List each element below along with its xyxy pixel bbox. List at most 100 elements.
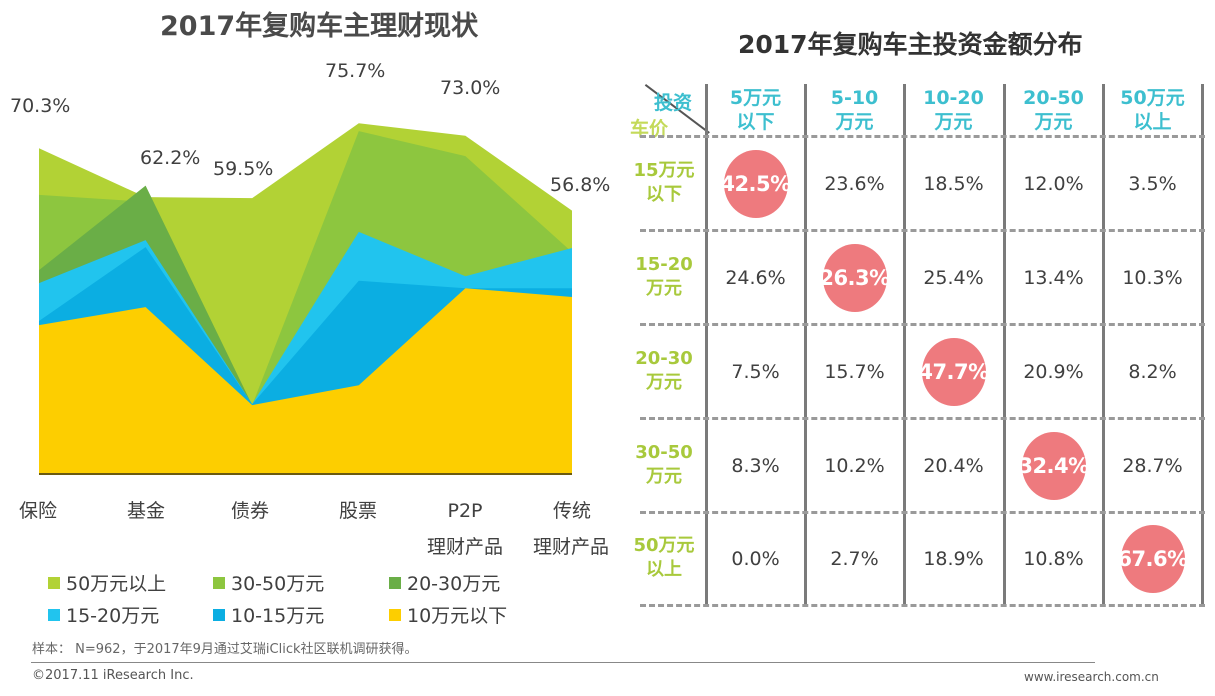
table-cell: 24.6% bbox=[706, 231, 805, 325]
column-divider bbox=[903, 84, 906, 606]
right-table-title: 2017年复购车主投资金额分布 bbox=[738, 30, 1083, 59]
cell-value: 42.5% bbox=[720, 172, 791, 196]
legend-swatch bbox=[389, 608, 401, 621]
cell-value: 10.3% bbox=[1122, 267, 1183, 289]
legend-swatch bbox=[48, 608, 60, 621]
highlight-circle: 32.4% bbox=[1018, 432, 1089, 500]
table-cell: 20.4% bbox=[904, 419, 1003, 513]
copyright: ©2017.11 iResearch Inc. bbox=[32, 668, 194, 683]
cell-value: 10.2% bbox=[824, 455, 885, 477]
left-chart-title: 2017年复购车主理财现状 bbox=[160, 11, 479, 42]
cell-value: 47.7% bbox=[918, 360, 989, 384]
table-cell-highlighted: 67.6% bbox=[1103, 512, 1202, 606]
cell-value: 0.0% bbox=[731, 548, 780, 570]
table-cell: 23.6% bbox=[805, 137, 904, 231]
legend-item: 50万元以上 bbox=[48, 569, 166, 596]
row-header: 15万元 以下 bbox=[622, 159, 706, 207]
row-divider bbox=[640, 135, 1205, 138]
column-header: 10-20 万元 bbox=[904, 86, 1003, 134]
legend-label: 30-50万元 bbox=[231, 573, 325, 595]
legend-swatch bbox=[48, 576, 60, 589]
footer-divider bbox=[31, 662, 1095, 663]
x-tick-label: 债券 bbox=[231, 500, 269, 522]
website: www.iresearch.com.cn bbox=[1024, 670, 1159, 684]
legend-label: 20-30万元 bbox=[407, 573, 501, 595]
cell-value: 18.9% bbox=[923, 548, 984, 570]
cell-value: 24.6% bbox=[725, 267, 786, 289]
table-cell: 2.7% bbox=[805, 512, 904, 606]
cell-value: 8.3% bbox=[731, 455, 780, 477]
row-header-line2: 万元 bbox=[646, 278, 682, 299]
row-divider bbox=[640, 323, 1205, 326]
cell-value: 18.5% bbox=[923, 173, 984, 195]
legend-label: 15-20万元 bbox=[66, 605, 160, 627]
row-header: 30-50 万元 bbox=[622, 441, 706, 489]
table-cell: 13.4% bbox=[1004, 231, 1103, 325]
table-cell: 3.5% bbox=[1103, 137, 1202, 231]
column-divider bbox=[1003, 84, 1006, 606]
column-header-line2: 以上 bbox=[1133, 111, 1172, 133]
legend-item: 10-15万元 bbox=[213, 601, 324, 628]
table-cell-highlighted: 26.3% bbox=[805, 231, 904, 325]
column-divider bbox=[705, 84, 708, 606]
table-cell: 15.7% bbox=[805, 325, 904, 419]
table-cell: 7.5% bbox=[706, 325, 805, 419]
column-divider bbox=[1102, 84, 1105, 606]
legend-item: 20-30万元 bbox=[389, 569, 500, 596]
legend-item: 15-20万元 bbox=[48, 601, 159, 628]
cell-value: 20.4% bbox=[923, 455, 984, 477]
column-header-line1: 5万元 bbox=[729, 87, 782, 109]
legend-swatch bbox=[213, 608, 225, 621]
cell-value: 28.7% bbox=[1122, 455, 1183, 477]
highlight-circle: 67.6% bbox=[1117, 525, 1188, 593]
cell-value: 7.5% bbox=[731, 361, 780, 383]
table-cell-highlighted: 32.4% bbox=[1004, 419, 1103, 513]
highlight-circle: 47.7% bbox=[918, 338, 989, 406]
column-header: 50万元 以上 bbox=[1103, 86, 1202, 134]
table-cell: 8.2% bbox=[1103, 325, 1202, 419]
row-divider bbox=[640, 511, 1205, 514]
row-header-line1: 15-20 bbox=[635, 254, 693, 275]
legend-swatch bbox=[213, 576, 225, 589]
cell-value: 2.7% bbox=[830, 548, 879, 570]
row-divider bbox=[640, 604, 1205, 607]
x-tick-label: 传统 bbox=[553, 500, 591, 522]
peak-value-label: 56.8% bbox=[550, 174, 610, 196]
table-cell: 8.3% bbox=[706, 419, 805, 513]
column-divider bbox=[804, 84, 807, 606]
area-chart: 70.3% 62.2% 59.5% 75.7% 73.0% 56.8% 保险 基金 债券 股票 P2… bbox=[10, 60, 610, 558]
cell-value: 10.8% bbox=[1023, 548, 1084, 570]
legend-swatch bbox=[389, 576, 401, 589]
column-header: 20-50 万元 bbox=[1004, 86, 1103, 134]
row-header-line1: 50万元 bbox=[633, 535, 695, 556]
cell-value: 23.6% bbox=[824, 173, 885, 195]
table-cell: 18.9% bbox=[904, 512, 1003, 606]
table-cell: 0.0% bbox=[706, 512, 805, 606]
table-cell: 10.3% bbox=[1103, 231, 1202, 325]
peak-value-label: 62.2% bbox=[140, 147, 200, 169]
column-header-line1: 10-20 bbox=[923, 87, 984, 109]
row-header-line2: 万元 bbox=[646, 466, 682, 487]
corner-label-investment: 投资 bbox=[654, 92, 693, 114]
x-tick-label: P2P bbox=[447, 500, 482, 522]
column-header-line1: 50万元 bbox=[1120, 87, 1185, 109]
legend-label: 50万元以上 bbox=[66, 573, 167, 595]
x-tick-label: 保险 bbox=[19, 500, 57, 522]
cell-value: 15.7% bbox=[824, 361, 885, 383]
x-tick-label: 理财产品 bbox=[533, 536, 609, 558]
table-cell: 20.9% bbox=[1004, 325, 1103, 419]
cell-value: 20.9% bbox=[1023, 361, 1084, 383]
cell-value: 67.6% bbox=[1117, 547, 1188, 571]
column-header-line2: 以下 bbox=[736, 111, 775, 133]
row-header-line2: 万元 bbox=[646, 372, 682, 393]
peak-value-label: 75.7% bbox=[325, 60, 385, 82]
row-divider bbox=[640, 229, 1205, 232]
legend-label: 10万元以下 bbox=[407, 605, 508, 627]
x-tick-label: 理财产品 bbox=[427, 536, 503, 558]
legend-item: 30-50万元 bbox=[213, 569, 324, 596]
column-header: 5-10 万元 bbox=[805, 86, 904, 134]
highlight-circle: 26.3% bbox=[819, 244, 890, 312]
column-header-line2: 万元 bbox=[1034, 111, 1073, 133]
table-cell: 10.2% bbox=[805, 419, 904, 513]
peak-value-label: 59.5% bbox=[213, 158, 273, 180]
